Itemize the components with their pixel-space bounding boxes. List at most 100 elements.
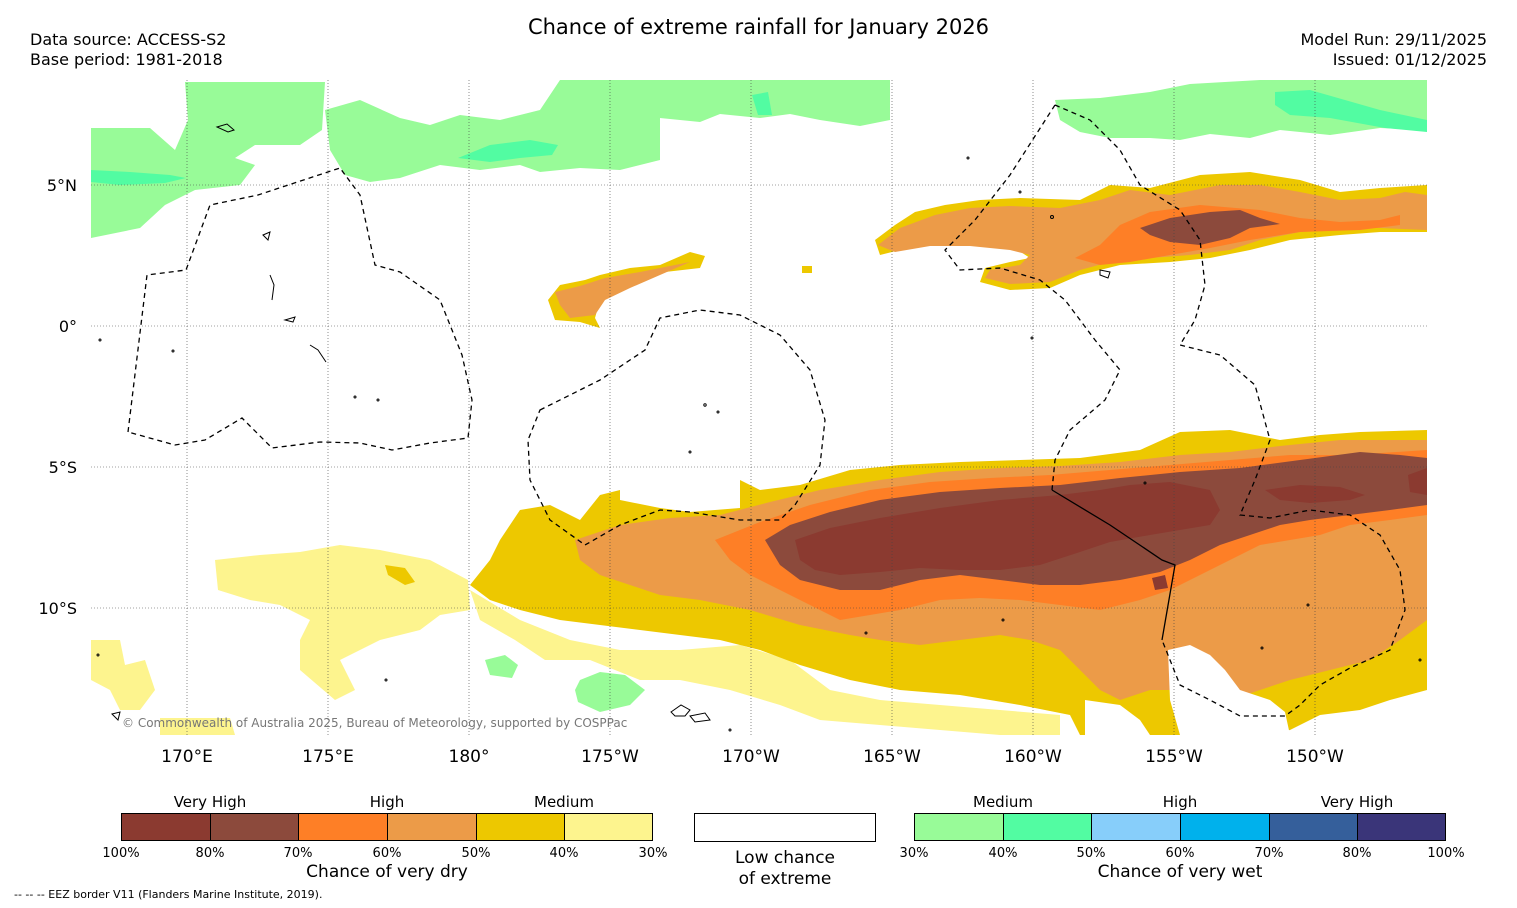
island-dot-5 <box>1018 190 1022 194</box>
dry-darkest-blob <box>1152 575 1168 590</box>
dry-swatch-60-50 <box>387 813 476 841</box>
dry-medium-dot <box>802 266 812 273</box>
dry-brown-north <box>1140 210 1280 245</box>
island-dot-11 <box>864 631 868 635</box>
island-dot-4 <box>1050 215 1054 219</box>
island-dot-7 <box>1306 603 1310 607</box>
wet-tick-80: 80% <box>1342 846 1372 861</box>
island-dot-13 <box>1143 481 1147 485</box>
island-dot-17 <box>353 395 357 399</box>
wet-tick-50: 50% <box>1076 846 1106 861</box>
island-dot-12 <box>1001 618 1005 622</box>
dry-swatch-80-70 <box>210 813 298 841</box>
wet-swatch-50-60 <box>1091 813 1180 841</box>
island-samoa-1 <box>670 704 691 717</box>
island-kiribati-4 <box>283 316 296 323</box>
dry-darkest-south <box>795 482 1220 575</box>
wet-colorbar-frame <box>914 813 1446 841</box>
dry-swatch-100-80 <box>121 813 210 841</box>
eez-borders <box>127 104 1406 717</box>
base-period-text: Base period: 1981-2018 <box>30 50 223 69</box>
wet-region-south-1 <box>485 655 518 678</box>
lat-label-0: 0° <box>59 317 77 336</box>
lon-label-155w: 155°W <box>1145 747 1203 767</box>
island-dot-10 <box>96 653 100 657</box>
island-dot-2 <box>716 410 720 414</box>
dry-swatch-70-60 <box>298 813 387 841</box>
lat-label-5s: 5°S <box>49 458 77 477</box>
island-dot-19 <box>384 678 388 682</box>
wet-level-medium: Medium <box>973 793 1033 811</box>
island-dot-3 <box>688 450 692 454</box>
wet-tick-30: 30% <box>899 846 929 861</box>
lon-label-175e: 175°E <box>302 747 354 767</box>
dry-darkest-far-east <box>1408 468 1427 495</box>
island-dot-9 <box>1418 658 1422 662</box>
boundary-line-solid <box>1051 489 1176 641</box>
wet-swatch-80-100 <box>1357 813 1446 841</box>
island-dot-14 <box>1030 336 1034 340</box>
wet-region-north-middle <box>605 80 890 126</box>
island-kiribati-2 <box>262 231 271 241</box>
low-chance-swatch <box>694 813 876 842</box>
header-left: Data source: ACCESS-S2 Base period: 1981… <box>30 30 226 70</box>
dry-tick-40: 40% <box>549 846 579 861</box>
wet-region-blob-2 <box>91 170 186 185</box>
low-chance-patch-1 <box>1168 645 1290 735</box>
low-chance-patch-3 <box>620 470 740 512</box>
wet-swatch-40-50 <box>1003 813 1091 841</box>
dry-level-very-high: Very High <box>173 793 247 811</box>
dry-tick-100: 100% <box>102 846 140 861</box>
lat-label-10s: 10°S <box>38 599 77 618</box>
lon-label-170w: 170°W <box>722 747 780 767</box>
gridlines <box>91 80 1427 735</box>
lon-label-165w: 165°W <box>863 747 921 767</box>
island-south-west <box>111 711 121 721</box>
wet-level-high: High <box>1162 793 1198 811</box>
copyright-text: © Commonwealth of Australia 2025, Bureau… <box>122 716 628 730</box>
lat-label-5n: 5°N <box>47 176 77 195</box>
eez-border-kiribati-west <box>127 167 473 451</box>
low-chance-line2: of extreme <box>738 869 832 889</box>
dry-light-south <box>470 590 1060 735</box>
dry-light-south-2 <box>160 718 235 735</box>
lon-labels: 170°E 175°E 180° 175°W 170°W 165°W 160°W… <box>161 747 1344 767</box>
eez-border-line-islands <box>944 104 1406 717</box>
island-samoa-2 <box>689 712 711 723</box>
header-right: Model Run: 29/11/2025 Issued: 01/12/2025 <box>1301 30 1488 70</box>
wet-swatch-70-80 <box>1269 813 1357 841</box>
wet-tick-70: 70% <box>1254 846 1284 861</box>
lat-labels: 5°N 0° 5°S 10°S <box>38 176 77 618</box>
island-dot-1 <box>703 403 707 407</box>
lon-label-180: 180° <box>449 747 490 767</box>
model-run-text: Model Run: 29/11/2025 <box>1300 30 1488 49</box>
dry-swatch-50-40 <box>476 813 564 841</box>
dry-tick-60: 60% <box>372 846 402 861</box>
dry-tick-30: 30% <box>638 846 668 861</box>
island-dot-8 <box>1260 646 1264 650</box>
dry-level-medium: Medium <box>534 793 594 811</box>
issued-text: Issued: 01/12/2025 <box>1332 50 1487 69</box>
wet-tick-40: 40% <box>988 846 1018 861</box>
dry-light-far-west <box>91 640 155 710</box>
lon-label-175w: 175°W <box>581 747 639 767</box>
dry-orange-north <box>1075 205 1400 265</box>
wet-regions <box>91 80 1427 712</box>
map-panel <box>91 80 1427 735</box>
wet-region-blob-3 <box>1275 90 1427 132</box>
wet-tick-60: 60% <box>1165 846 1195 861</box>
dry-light-orange-equatorial <box>555 262 690 318</box>
dry-colorbar-frame <box>121 813 653 841</box>
dry-level-high: High <box>369 793 405 811</box>
data-source-text: Data source: ACCESS-S2 <box>30 30 227 49</box>
island-dot-15 <box>98 338 102 342</box>
dry-tick-80: 80% <box>195 846 225 861</box>
island-christmas <box>1099 269 1111 279</box>
low-chance-patches <box>620 470 1290 735</box>
island-kiribati-3 <box>269 274 275 301</box>
lon-label-170e: 170°E <box>161 747 213 767</box>
map-title: Chance of extreme rainfall for January 2… <box>527 15 990 39</box>
island-dot-16 <box>171 349 175 353</box>
low-chance-line1: Low chance <box>735 848 835 868</box>
